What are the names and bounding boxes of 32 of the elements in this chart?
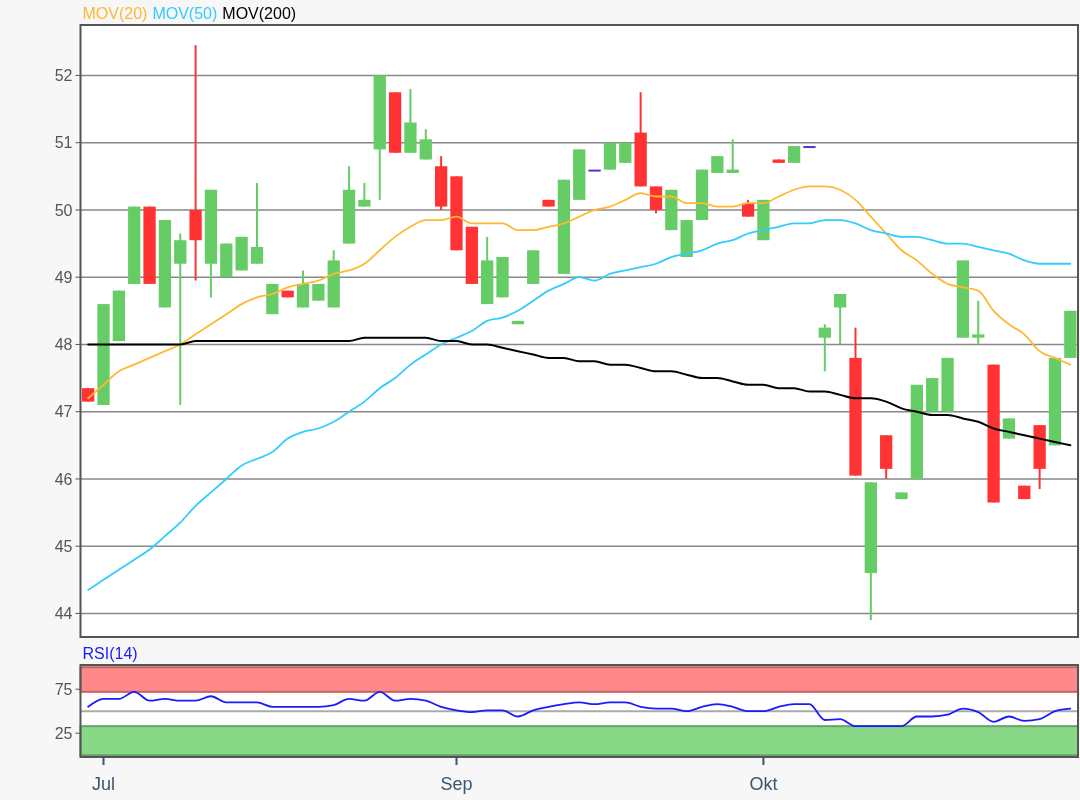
y-tick-label: 51: [54, 134, 73, 152]
y-tick-label: 50: [54, 201, 73, 219]
x-tick-label: Okt: [749, 774, 778, 794]
candlestick: [358, 182, 371, 208]
candlestick: [649, 185, 663, 215]
line-series: [87, 336, 1072, 447]
y-tick-label: 48: [54, 336, 73, 354]
x-tick-label: Jul: [92, 774, 116, 794]
candlestick: [174, 232, 187, 406]
y-tick-label: 44: [54, 605, 73, 623]
candlestick: [834, 293, 847, 346]
line-series: [87, 219, 1072, 591]
line-series: [87, 690, 1072, 728]
candlestick: [189, 44, 202, 282]
candlestick: [972, 299, 985, 346]
text: MOV(20): [82, 5, 148, 22]
y-tick-label: 25: [54, 724, 73, 742]
y-tick-label: 49: [54, 268, 73, 286]
candlestick: [419, 128, 432, 161]
y-tick-label: 45: [54, 537, 73, 555]
candlestick: [296, 269, 310, 309]
y-tick-label: 75: [54, 680, 73, 698]
chart-title: RSI(14): [82, 645, 138, 662]
text: MOV(50): [152, 5, 218, 22]
candlestick: [250, 182, 264, 265]
y-tick-label: 46: [54, 470, 73, 488]
y-tick-label: 52: [54, 67, 73, 85]
y-tick-label: 47: [54, 403, 73, 421]
x-tick-label: Sep: [440, 774, 473, 794]
text: MOV(200): [222, 5, 297, 22]
line-series: [87, 185, 1072, 400]
candlestick: [818, 323, 831, 373]
